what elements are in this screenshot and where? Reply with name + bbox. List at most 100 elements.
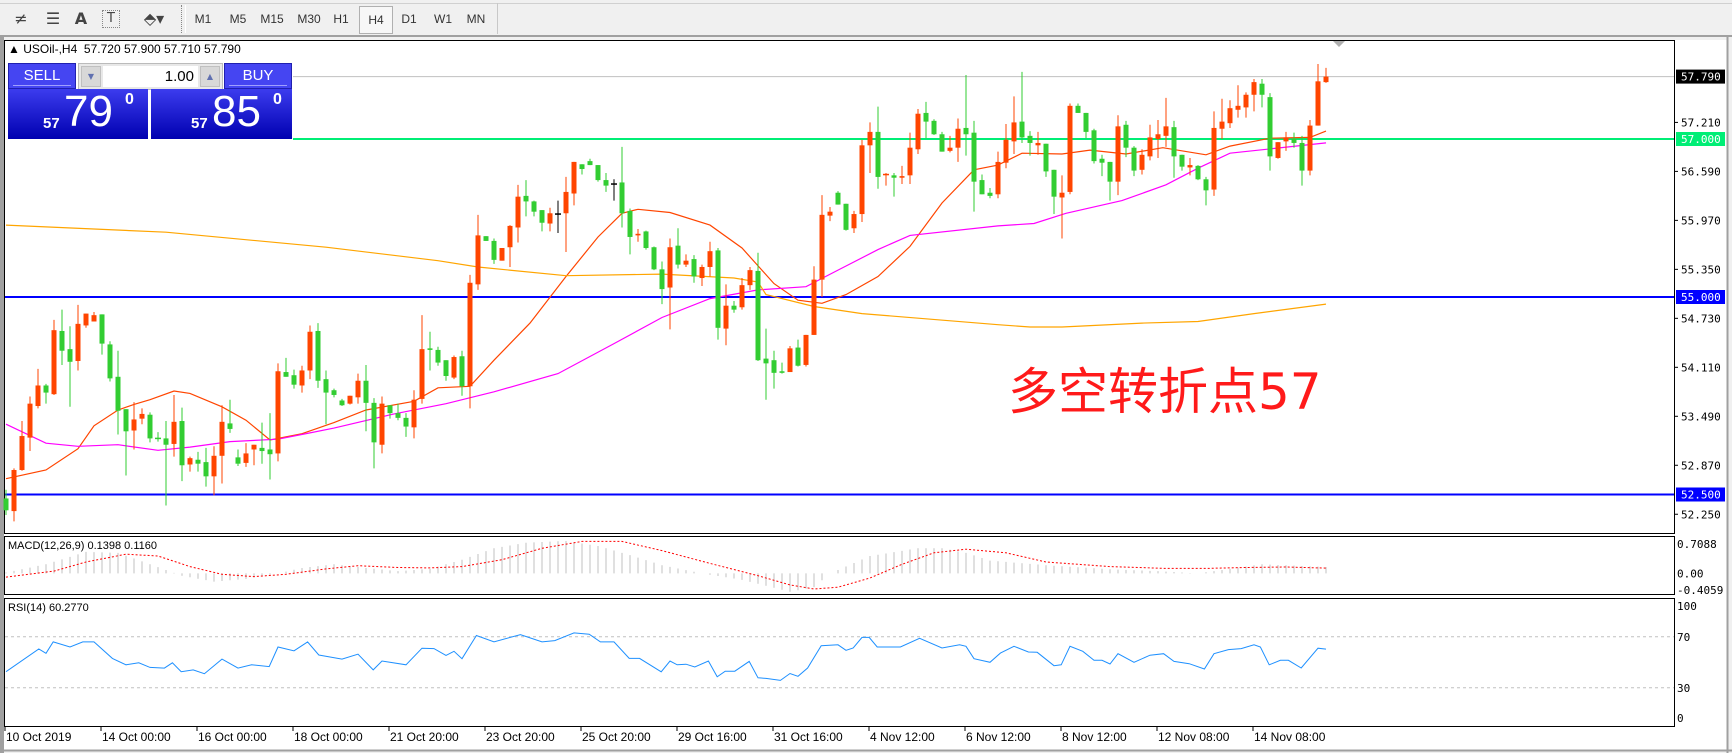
timeframe-m5[interactable]: M5 — [229, 12, 247, 26]
candle-body — [355, 380, 361, 398]
buy-button[interactable]: BUY — [224, 63, 292, 89]
candle-body — [947, 147, 953, 151]
candle-body — [1227, 108, 1233, 124]
sell-price-pips: 79 — [64, 87, 113, 136]
candle-body — [1099, 158, 1105, 163]
timeframe-d1[interactable]: D1 — [401, 12, 417, 26]
elliott-wave-icon[interactable]: ≠ — [14, 9, 28, 28]
price-badge-57.000 — [1676, 132, 1725, 146]
candle-body — [1307, 125, 1313, 171]
text-icon[interactable]: A — [74, 9, 88, 28]
candle-body — [899, 176, 905, 178]
lot-size-input[interactable]: 1.00 — [103, 66, 198, 87]
candle-body — [523, 195, 529, 202]
chart-annotation-text[interactable]: 多空转折点57 — [1008, 363, 1322, 421]
chart-shift-marker-icon[interactable] — [1333, 41, 1345, 47]
candle-body — [1051, 169, 1057, 197]
candle-body — [547, 213, 553, 224]
timeframe-m15[interactable]: M15 — [260, 12, 284, 26]
price-badge-52.500 — [1676, 487, 1725, 502]
candle-body — [1211, 127, 1217, 190]
candle-body — [315, 330, 321, 381]
candle-body — [843, 203, 849, 230]
main-chart-frame — [4, 40, 1675, 534]
candle-body — [3, 498, 9, 511]
candle-body — [1139, 154, 1145, 170]
candle-body — [643, 231, 649, 249]
candle-body — [139, 413, 145, 419]
time-axis-label: 31 Oct 16:00 — [774, 730, 843, 744]
candle-body — [59, 330, 65, 351]
candle-body — [331, 390, 337, 395]
time-axis-label: 8 Nov 12:00 — [1062, 730, 1127, 744]
lot-size-stepper[interactable]: ▼ 1.00 ▲ — [78, 63, 223, 90]
candle-body — [779, 371, 785, 373]
candle-body — [403, 417, 409, 427]
candle-body — [867, 131, 873, 146]
collapse-arrow-icon[interactable]: ▲ — [8, 42, 20, 56]
window-border — [0, 37, 4, 753]
candle-body — [1267, 97, 1273, 157]
candle-body — [1091, 130, 1097, 162]
candle-body — [11, 470, 17, 512]
candle-body — [219, 421, 225, 456]
lot-decrease-icon[interactable]: ▼ — [81, 66, 101, 87]
macd-signal-line — [5, 540, 1327, 590]
candle-body — [627, 210, 633, 237]
candle-body — [1291, 139, 1297, 143]
price-axis-label: 52.250 — [1681, 508, 1721, 521]
time-axis-label: 14 Nov 08:00 — [1254, 730, 1326, 744]
candle-body — [243, 453, 249, 463]
candle-body — [411, 399, 417, 428]
sell-price-button[interactable]: 57 79 0 — [8, 87, 148, 139]
timeframe-w1[interactable]: W1 — [434, 12, 452, 26]
candle-body — [795, 347, 801, 366]
candle-body — [715, 250, 721, 328]
timeframe-mn[interactable]: MN — [466, 12, 486, 26]
lot-increase-icon[interactable]: ▲ — [200, 66, 220, 87]
candle-body — [755, 270, 761, 361]
candle-body — [1187, 165, 1193, 168]
candle-body — [323, 379, 329, 393]
candle-body — [251, 444, 257, 450]
arrows-dropdown-icon[interactable]: ⬘▾ — [143, 9, 165, 28]
candle-body — [819, 214, 825, 280]
macd-axis-label: 0.00 — [1677, 567, 1704, 580]
timeframe-m30[interactable]: M30 — [297, 12, 321, 26]
timeframe-m1[interactable]: M1 — [194, 12, 212, 26]
candle-body — [1323, 76, 1329, 83]
candle-body — [483, 236, 489, 241]
candle-body — [1195, 165, 1201, 180]
price-axis-label: 54.730 — [1681, 312, 1721, 325]
candle-body — [491, 240, 497, 260]
time-axis-label: 16 Oct 00:00 — [198, 730, 267, 744]
candle-body — [1179, 154, 1185, 167]
rsi-axis-label: 100 — [1677, 600, 1697, 613]
candle-body — [419, 349, 425, 399]
rsi-label: RSI(14) 60.2770 — [8, 602, 89, 614]
candle-body — [1315, 81, 1321, 126]
candle-body — [771, 360, 777, 373]
candle-body — [811, 279, 817, 335]
candle-body — [259, 447, 265, 452]
candle-body — [1067, 105, 1073, 192]
moving-average-ma_fast — [5, 130, 1327, 480]
fibonacci-fan-icon[interactable]: ☰ — [45, 9, 61, 28]
text-label-icon[interactable]: T — [102, 10, 120, 28]
candle-body — [299, 370, 305, 386]
candle-body — [1251, 82, 1257, 95]
candle-body — [907, 147, 913, 176]
candle-body — [435, 349, 441, 363]
candle-body — [1243, 94, 1249, 108]
sell-button[interactable]: SELL — [8, 63, 76, 89]
candle-body — [675, 245, 681, 265]
candle-body — [1219, 121, 1225, 129]
timeframe-h4[interactable]: H4 — [359, 6, 393, 34]
chart-window[interactable] — [4, 40, 1727, 751]
timeframe-h1[interactable]: H1 — [333, 12, 349, 26]
candle-body — [443, 360, 449, 376]
candle-body — [459, 356, 465, 387]
buy-price-button[interactable]: 57 85 0 — [151, 87, 292, 139]
candle-body — [1147, 137, 1153, 157]
